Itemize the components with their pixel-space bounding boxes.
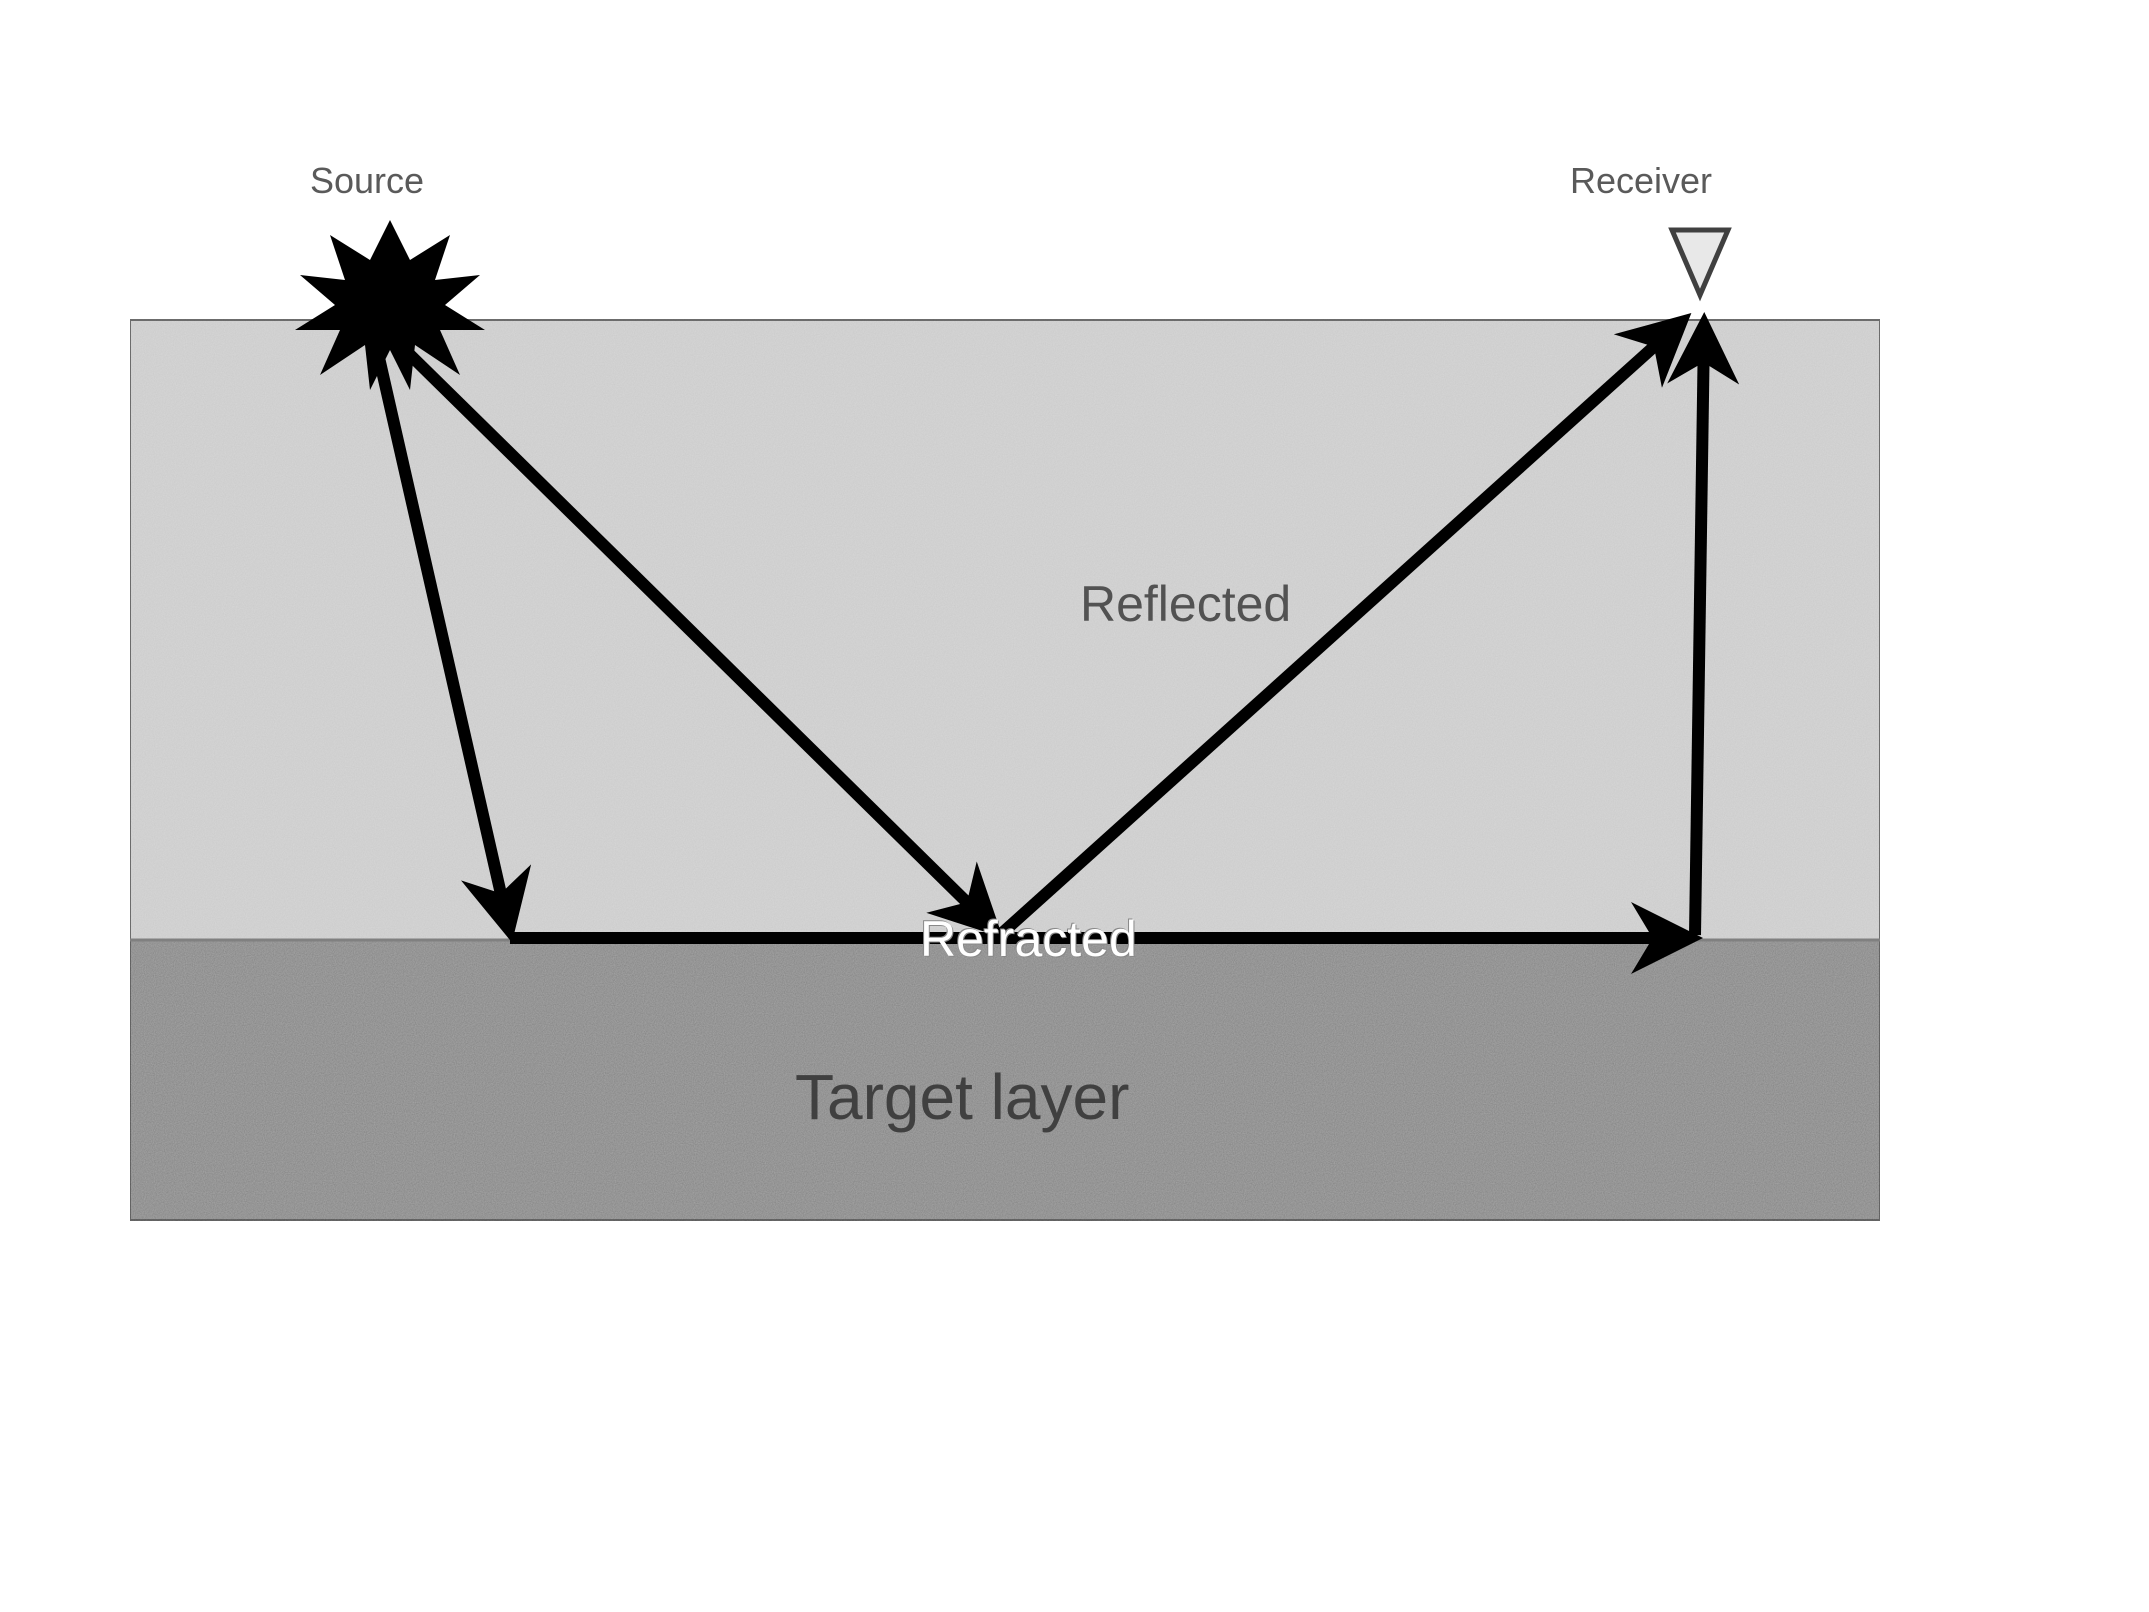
target-layer-label: Target layer (795, 1060, 1129, 1134)
reflected-label: Reflected (1080, 575, 1291, 633)
source-label: Source (310, 160, 424, 202)
seismic-diagram: Source Receiver Reflected Refracted Targ… (130, 190, 1880, 1260)
receiver-label: Receiver (1570, 160, 1712, 202)
refracted-label: Refracted (920, 910, 1137, 968)
receiver-icon (1672, 230, 1728, 295)
